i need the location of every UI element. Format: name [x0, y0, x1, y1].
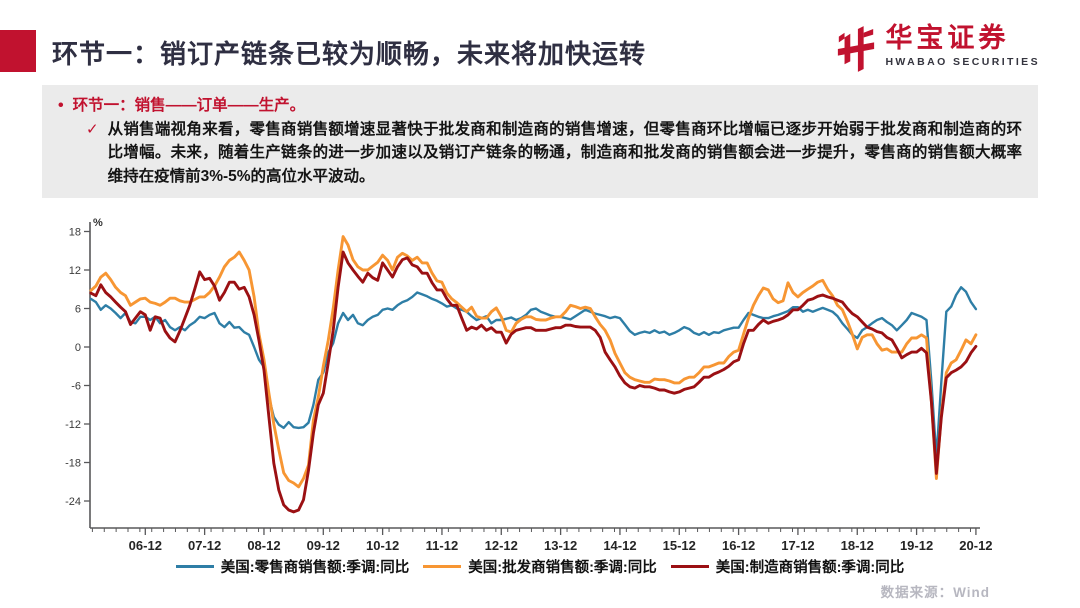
x-axis-tick-label: 13-12 — [544, 538, 577, 553]
legend-item-manufacturer: 美国:制造商销售额:季调:同比 — [670, 556, 905, 577]
data-source: 数据来源：Wind — [880, 585, 990, 600]
x-axis-tick-label: 20-12 — [959, 538, 992, 553]
hwabao-logo: 华宝证券 HWABAO SECURITIES — [835, 23, 1040, 74]
logo-text: 华宝证券 HWABAO SECURITIES — [885, 23, 1040, 68]
page-title: 环节一：销订产链条已较为顺畅，未来将加快运转 — [52, 39, 647, 69]
y-axis-tick-label: -12 — [65, 419, 81, 431]
logo-en-name: HWABAO SECURITIES — [885, 55, 1040, 68]
callout-body: 从销售端视角来看，零售商销售额增速显著快于批发商和制造商的销售增速，但零售商环比… — [107, 121, 1022, 185]
y-axis-tick-label: 18 — [69, 226, 81, 238]
callout-body-row: ✓ 从销售端视角来看，零售商销售额增速显著快于批发商和制造商的销售增速，但零售商… — [58, 118, 1022, 188]
callout-heading-row: • 环节一：销售——订单——生产。 — [58, 93, 1022, 115]
chart-legend: 美国:零售商销售额:季调:同比 美国:批发商销售额:季调:同比 美国:制造商销售… — [0, 556, 1080, 577]
x-axis-tick-label: 07-12 — [188, 538, 221, 553]
y-axis-tick-label: 12 — [69, 265, 81, 277]
y-axis-tick-label: -6 — [71, 381, 81, 393]
x-axis-tick-label: 14-12 — [603, 538, 636, 553]
x-axis-tick-label: 08-12 — [247, 538, 280, 553]
y-axis-tick-label: 6 — [75, 303, 81, 315]
x-axis-tick-label: 16-12 — [722, 538, 755, 553]
y-axis-unit-label: % — [93, 217, 103, 229]
y-axis-tick-label: -24 — [65, 496, 81, 508]
x-axis-tick-label: 09-12 — [307, 538, 340, 553]
bullet-icon: • — [58, 97, 64, 114]
title-accent-square — [0, 30, 36, 72]
y-axis-tick-label: -18 — [65, 458, 81, 470]
x-axis-tick-label: 12-12 — [485, 538, 518, 553]
wholesale-series-line — [89, 235, 978, 489]
retail-series-swatch — [175, 565, 214, 568]
manufacturer-series-swatch — [670, 565, 709, 568]
y-axis-tick-label: 0 — [75, 342, 81, 354]
checkmark-icon: ✓ — [86, 121, 99, 138]
x-axis-tick-label: 19-12 — [900, 538, 933, 553]
x-axis-tick-label: 15-12 — [663, 538, 696, 553]
summary-box: • 环节一：销售——订单——生产。 ✓ 从销售端视角来看，零售商销售额增速显著快… — [42, 85, 1038, 198]
legend-item-retail: 美国:零售商销售额:季调:同比 — [175, 556, 410, 577]
hwabao-logo-icon — [838, 26, 875, 72]
wholesale-series-swatch — [423, 565, 462, 568]
manufacturer-series-line — [89, 250, 978, 514]
x-axis-tick-label: 17-12 — [781, 538, 814, 553]
callout-heading: 环节一：销售——订单——生产。 — [72, 97, 306, 114]
x-axis-tick-label: 18-12 — [841, 538, 874, 553]
retail-series-line — [89, 286, 978, 460]
x-axis-tick-label: 06-12 — [129, 538, 162, 553]
legend-item-wholesale: 美国:批发商销售额:季调:同比 — [423, 556, 657, 577]
retail-series-label: 美国:零售商销售额:季调:同比 — [220, 560, 410, 576]
wholesale-series-label: 美国:批发商销售额:季调:同比 — [468, 560, 657, 576]
x-axis-tick-label: 10-12 — [366, 538, 399, 553]
x-axis-tick-label: 11-12 — [426, 538, 459, 553]
logo-cn-name: 华宝证券 — [885, 23, 1010, 53]
manufacturer-series-label: 美国:制造商销售额:季调:同比 — [715, 560, 905, 576]
